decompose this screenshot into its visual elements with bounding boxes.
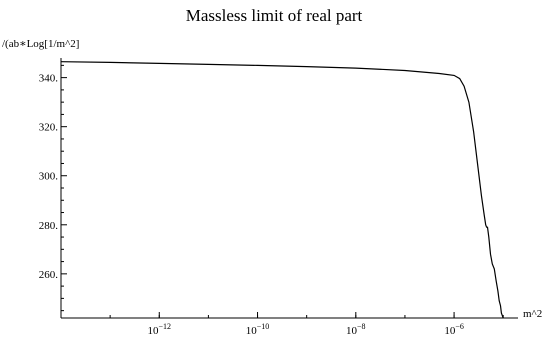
y-tick-label: 320. — [39, 122, 59, 134]
chart-title: Massless limit of real part — [186, 6, 363, 25]
x-axis-label: m^2 — [523, 308, 542, 320]
x-tick-label: 10−12 — [148, 322, 172, 337]
y-tick-label: 280. — [39, 220, 59, 232]
y-tick-label: 260. — [39, 269, 59, 281]
y-axis-label: /(ab∗Log[1/m^2] — [2, 38, 79, 50]
series-group — [60, 61, 504, 319]
y-ticks: 260. 280. 300. 320. 340. — [39, 64, 67, 312]
y-tick-label: 300. — [39, 171, 59, 183]
x-tick-label: 10−10 — [246, 322, 270, 337]
x-tick-label: 10−8 — [346, 322, 366, 337]
x-tick-label: 10−6 — [444, 322, 464, 337]
y-tick-label: 340. — [39, 73, 59, 85]
series-line — [60, 61, 504, 319]
axes — [60, 58, 518, 319]
x-ticks: 10−12 10−10 10−8 10−6 — [60, 312, 504, 337]
